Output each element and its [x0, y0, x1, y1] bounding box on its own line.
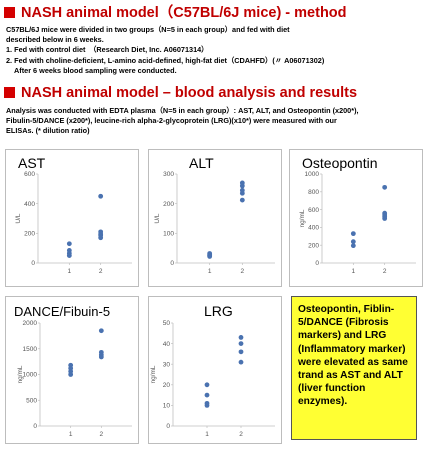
data-point	[350, 239, 356, 245]
data-point	[207, 254, 213, 259]
data-point	[204, 403, 210, 408]
y-tick-label: 1000	[305, 171, 320, 178]
y-tick-label: 1500	[23, 346, 38, 353]
chart-svg: AST 0 200 400 600 U/L 1 2	[15, 155, 132, 275]
summary-note: Osteopontin, Fiblin-5/DANCE (Fibrosis ma…	[291, 296, 417, 440]
y-axis-label: ng/mL	[17, 365, 24, 383]
y-axis-label: U/L	[154, 213, 161, 224]
data-point	[66, 241, 72, 247]
y-tick-label: 1000	[23, 372, 38, 379]
chart-title: Osteopontin	[302, 155, 378, 171]
data-point	[238, 335, 244, 340]
chart-title: ALT	[189, 155, 214, 171]
chart-svg: LRG 0 10 20 30 40 50 ng/mL 1 2	[150, 303, 275, 438]
data-point	[98, 328, 104, 334]
x-tick-label: 2	[383, 268, 387, 275]
y-tick-label: 20	[163, 382, 171, 389]
y-tick-label: 800	[308, 189, 319, 196]
data-point	[204, 392, 210, 398]
y-tick-label: 200	[308, 242, 319, 249]
chart-title: LRG	[204, 303, 233, 319]
method-line: described below in 6 weeks.	[6, 35, 104, 45]
y-tick-label: 300	[163, 171, 174, 178]
method-text: C57BL/6J mice were divided in two groups…	[6, 25, 324, 76]
y-axis-label: ng/mL	[299, 209, 306, 227]
data-point	[98, 193, 104, 199]
chart-lrg: LRG 0 10 20 30 40 50 ng/mL 1 2	[148, 296, 282, 444]
x-tick-label: 2	[241, 268, 245, 275]
x-tick-label: 2	[239, 431, 243, 438]
analysis-line: Fibulin-5/DANCE (x200*), leucine-rich al…	[6, 116, 337, 126]
y-tick-label: 500	[26, 397, 37, 404]
data-point	[68, 372, 74, 377]
data-point	[238, 359, 244, 365]
y-tick-label: 40	[163, 341, 171, 348]
method-line: C57BL/6J mice were divided in two groups…	[6, 25, 290, 34]
y-tick-label: 400	[308, 225, 319, 232]
y-tick-label: 200	[163, 201, 174, 208]
x-tick-label: 1	[208, 268, 212, 275]
data-point	[66, 253, 72, 258]
data-point	[382, 184, 388, 190]
y-axis-label: ng/mL	[150, 365, 157, 383]
section1-title: NASH animal model（C57BL/6J mice) - metho…	[21, 5, 347, 21]
data-point	[350, 243, 356, 249]
y-tick-label: 100	[163, 231, 174, 238]
data-point	[239, 190, 245, 196]
y-tick-label: 50	[163, 320, 171, 327]
y-tick-label: 0	[33, 423, 37, 430]
chart-svg: Osteopontin 0 200 400 600 800 1000 ng/mL 1 2	[299, 155, 416, 275]
analysis-line: ELISAs. (* dilution ratio)	[6, 126, 90, 136]
analysis-text: Analysis was conducted with EDTA plasma（…	[6, 106, 359, 137]
y-tick-label: 0	[166, 423, 170, 430]
data-point	[382, 216, 388, 221]
y-tick-label: 200	[24, 231, 35, 238]
chart-title: AST	[18, 155, 46, 171]
x-tick-label: 2	[99, 268, 103, 275]
chart-title: DANCE/Fibuin-5	[14, 304, 110, 319]
x-tick-label: 1	[352, 268, 356, 275]
data-point	[350, 231, 356, 237]
data-point	[239, 183, 245, 189]
chart-dance-fibulin5: DANCE/Fibuin-5 0 500 1000 1500 2000 ng/mL 1 2	[5, 296, 139, 444]
chart-osteopontin: Osteopontin 0 200 400 600 800 1000 ng/mL 1 2	[289, 149, 423, 287]
y-tick-label: 0	[31, 260, 35, 267]
analysis-line: Analysis was conducted with EDTA plasma（…	[6, 106, 359, 115]
x-tick-label: 1	[68, 268, 72, 275]
red-square-icon	[4, 87, 15, 98]
data-point	[238, 349, 244, 355]
y-tick-label: 0	[315, 260, 319, 267]
y-tick-label: 0	[170, 260, 174, 267]
chart-ast: AST 0 200 400 600 U/L 1 2	[5, 149, 139, 287]
y-tick-label: 600	[24, 171, 35, 178]
section2-heading: NASH animal model – blood analysis and r…	[4, 84, 357, 102]
y-tick-label: 2000	[23, 320, 38, 327]
y-tick-label: 400	[24, 201, 35, 208]
chart-alt: ALT 0 100 200 300 U/L 1 2	[148, 149, 282, 287]
x-tick-label: 2	[100, 431, 104, 438]
y-tick-label: 600	[308, 207, 319, 214]
method-line: After 6 weeks blood sampling were conduc…	[14, 65, 177, 75]
y-tick-label: 10	[163, 403, 171, 410]
section1-heading: NASH animal model（C57BL/6J mice) - metho…	[4, 4, 347, 22]
data-point	[239, 197, 245, 203]
method-line: 2. Fed with choline-deficient, L-amino a…	[6, 55, 325, 65]
chart-svg: DANCE/Fibuin-5 0 500 1000 1500 2000 ng/mL 1 2	[14, 304, 132, 438]
data-point	[98, 235, 104, 241]
data-point	[204, 382, 210, 388]
red-square-icon	[4, 7, 15, 18]
y-axis-label: U/L	[15, 213, 22, 224]
y-tick-label: 30	[163, 361, 171, 368]
data-point	[238, 341, 244, 346]
section2-title: NASH animal model – blood analysis and r…	[21, 85, 358, 101]
x-tick-label: 1	[69, 431, 73, 438]
data-point	[98, 354, 104, 360]
x-tick-label: 1	[205, 431, 209, 438]
method-line: 1. Fed with control diet （Research Diet,…	[6, 45, 209, 55]
chart-svg: ALT 0 100 200 300 U/L 1 2	[154, 155, 275, 275]
